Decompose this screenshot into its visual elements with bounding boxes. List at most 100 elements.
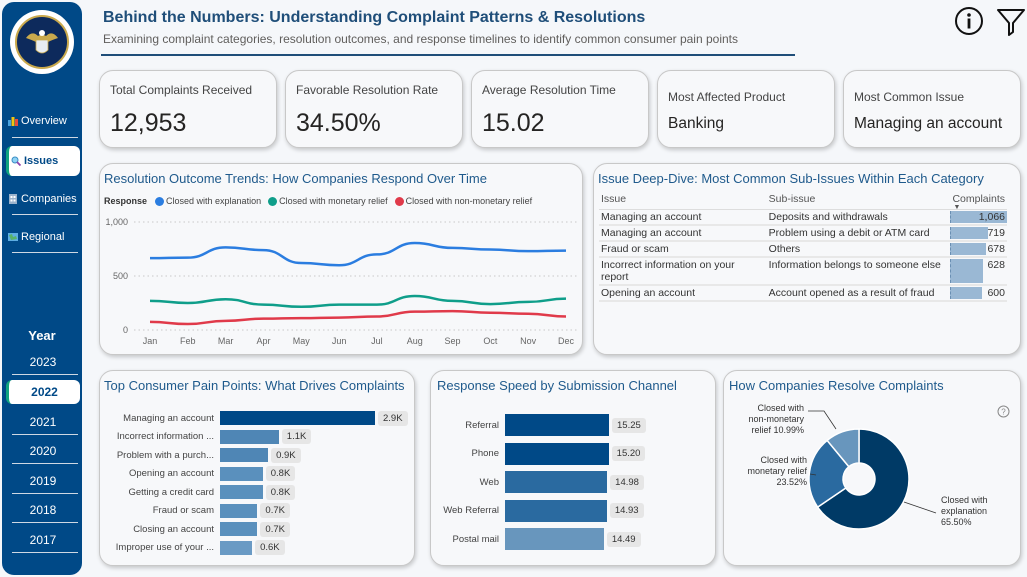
table-row[interactable]: Managing an account Problem using a debit… xyxy=(599,224,1007,242)
filter-icon[interactable] xyxy=(996,6,1026,36)
data-point[interactable] xyxy=(486,246,494,254)
data-point[interactable] xyxy=(411,239,419,247)
data-point[interactable] xyxy=(184,299,192,307)
donut-slice[interactable] xyxy=(826,428,860,468)
data-point[interactable] xyxy=(146,318,154,326)
data-point[interactable] xyxy=(259,301,267,309)
bar-row[interactable]: Postal mail 14.49 xyxy=(431,528,641,550)
data-point[interactable] xyxy=(146,297,154,305)
year-2021[interactable]: 2021 xyxy=(29,415,57,429)
bar-row[interactable]: Improper use of your ... 0.6K xyxy=(100,540,285,555)
bar-row[interactable]: Incorrect information ... 1.1K xyxy=(100,429,312,444)
bar[interactable] xyxy=(220,485,263,499)
bar-row[interactable]: Closing an account 0.7K xyxy=(100,521,290,537)
data-point[interactable] xyxy=(486,300,494,308)
data-point[interactable] xyxy=(449,297,457,305)
data-point[interactable] xyxy=(524,310,532,318)
data-point[interactable] xyxy=(411,308,419,316)
bar-row[interactable]: Referral 15.25 xyxy=(431,414,646,436)
data-point[interactable] xyxy=(449,244,457,252)
bar-row[interactable]: Web Referral 14.93 xyxy=(431,499,644,522)
bar[interactable] xyxy=(220,540,253,555)
legend-entry[interactable]: Closed with monetary relief xyxy=(268,196,388,206)
map-icon xyxy=(8,232,18,242)
bar[interactable] xyxy=(220,429,279,444)
year-2023[interactable]: 2023 xyxy=(29,355,57,369)
data-point[interactable] xyxy=(297,259,305,267)
column-header-complaints[interactable]: Complaints ▼ xyxy=(949,189,1007,211)
data-point[interactable] xyxy=(297,314,305,322)
table-row[interactable]: Opening an account Account opened as a re… xyxy=(599,284,1007,302)
series-line-1[interactable] xyxy=(149,294,567,309)
data-point[interactable] xyxy=(184,320,192,328)
column-header-sub-issue[interactable]: Sub-issue xyxy=(766,189,950,210)
nav-overview[interactable]: Overview xyxy=(6,106,80,136)
data-point[interactable] xyxy=(335,301,343,309)
data-point[interactable] xyxy=(449,307,457,315)
series-line-0[interactable] xyxy=(149,241,567,267)
svg-text:?: ? xyxy=(1001,408,1006,417)
kpi-card-most-affected-product: Most Affected Product Banking xyxy=(657,70,835,148)
data-point[interactable] xyxy=(486,309,494,317)
question-icon[interactable]: ? xyxy=(997,405,1010,418)
data-point[interactable] xyxy=(411,292,419,300)
y-tick-label: 0 xyxy=(123,325,128,335)
bar[interactable] xyxy=(220,466,263,481)
data-point[interactable] xyxy=(373,301,381,309)
data-point[interactable] xyxy=(184,254,192,262)
nav-regional[interactable]: Regional xyxy=(6,222,80,252)
year-2017[interactable]: 2017 xyxy=(29,533,57,547)
bar-row[interactable]: Fraud or scam 0.7K xyxy=(100,503,290,518)
bar[interactable] xyxy=(505,471,608,493)
table-row[interactable]: Fraud or scam Others 678 xyxy=(599,240,1007,258)
data-point[interactable] xyxy=(373,250,381,258)
bar[interactable] xyxy=(220,448,269,462)
legend-dot xyxy=(268,196,278,206)
bar[interactable] xyxy=(505,442,609,465)
legend-entry[interactable]: Closed with explanation xyxy=(155,196,261,206)
data-point[interactable] xyxy=(524,298,532,306)
bar-row[interactable]: Getting a credit card 0.8K xyxy=(100,484,296,500)
year-2019[interactable]: 2019 xyxy=(29,474,57,488)
data-point[interactable] xyxy=(146,254,154,262)
bar[interactable] xyxy=(220,411,375,425)
bar-row[interactable]: Phone 15.20 xyxy=(431,442,646,465)
legend-entry[interactable]: Closed with non-monetary relief xyxy=(394,196,532,206)
table-row[interactable]: Incorrect information on your report Info… xyxy=(599,256,1007,286)
data-point[interactable] xyxy=(373,313,381,321)
eagle-shield-icon xyxy=(26,30,58,54)
table-row[interactable]: Managing an account Deposits and withdraw… xyxy=(599,209,1007,226)
info-icon[interactable] xyxy=(954,6,984,36)
nav-issues[interactable]: Issues xyxy=(6,146,80,176)
column-header-issue[interactable]: Issue xyxy=(599,189,767,210)
data-point[interactable] xyxy=(222,295,230,303)
data-point[interactable] xyxy=(222,317,230,325)
data-point[interactable] xyxy=(259,315,267,323)
year-2022[interactable]: 2022 xyxy=(6,380,80,404)
bar-row[interactable]: Opening an account 0.8K xyxy=(100,466,296,481)
bar-row[interactable]: Problem with a purch... 0.9K xyxy=(100,447,301,463)
year-2018[interactable]: 2018 xyxy=(29,503,57,517)
data-point[interactable] xyxy=(335,314,343,322)
bar[interactable] xyxy=(505,528,604,550)
data-point[interactable] xyxy=(524,247,532,255)
bar[interactable] xyxy=(505,414,609,436)
bar[interactable] xyxy=(220,522,258,536)
bar[interactable] xyxy=(220,503,258,518)
series-line-2[interactable] xyxy=(149,309,567,326)
nav-companies[interactable]: Companies xyxy=(6,184,80,214)
data-point[interactable] xyxy=(562,247,570,255)
x-tick-label: Nov xyxy=(520,336,537,346)
data-point[interactable] xyxy=(335,261,343,269)
bar-row[interactable]: Managing an account 2.9K xyxy=(100,410,408,426)
data-point[interactable] xyxy=(222,243,230,251)
donut-slice[interactable] xyxy=(808,439,850,509)
data-point[interactable] xyxy=(562,313,570,321)
bar[interactable] xyxy=(505,499,607,522)
bar-row[interactable]: Web 14.98 xyxy=(431,471,644,493)
data-point[interactable] xyxy=(259,246,267,254)
data-point[interactable] xyxy=(297,303,305,311)
year-2020[interactable]: 2020 xyxy=(29,444,57,458)
donut-slice[interactable] xyxy=(816,428,910,530)
data-point[interactable] xyxy=(562,295,570,303)
